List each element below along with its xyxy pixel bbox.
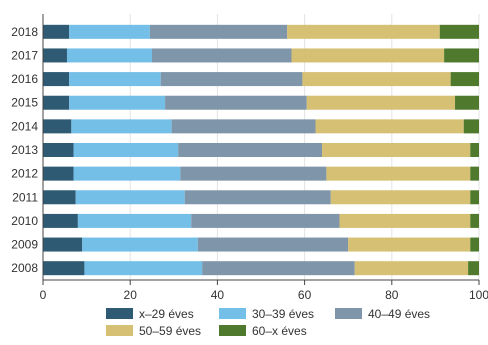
bar-2014-series-4 [463, 119, 479, 134]
bar-2016-series-4 [450, 72, 479, 87]
x-tick-label-80: 80 [385, 288, 399, 302]
legend-swatch-3 [106, 325, 133, 336]
bar-2017-series-3 [291, 48, 445, 63]
legend-label-1: 30–39 éves [252, 307, 314, 321]
y-tick-label-2012: 2012 [11, 167, 38, 181]
bar-2010-series-1 [77, 213, 192, 228]
bar-stack [43, 24, 479, 276]
bar-2008-series-4 [468, 261, 479, 276]
y-tick-label-2013: 2013 [11, 143, 38, 157]
y-tick-label-2014: 2014 [11, 119, 38, 133]
bar-2013-series-1 [73, 143, 179, 157]
bar-2008-series-1 [84, 261, 203, 276]
legend-swatch-4 [219, 325, 246, 336]
x-tick-label-60: 60 [298, 288, 312, 302]
bar-2012-series-0 [43, 166, 74, 181]
bar-2018-series-0 [43, 24, 70, 39]
bar-2014-series-2 [171, 119, 316, 134]
x-tick-label-0: 0 [40, 288, 47, 302]
x-axis: 0 20 40 60 80 100 [40, 279, 488, 302]
y-tick-label-2011: 2011 [12, 190, 38, 204]
bar-2014-series-3 [315, 119, 464, 134]
bar-2018-series-2 [149, 24, 288, 39]
bar-2008-series-3 [354, 261, 469, 276]
bar-2010-series-0 [43, 213, 78, 228]
y-axis: 2018 2017 2016 2015 2014 2013 2012 2011 2010 2009… [11, 14, 44, 280]
bar-2011-series-2 [184, 190, 331, 205]
y-tick-label-2010: 2010 [11, 214, 38, 228]
bar-2012-series-2 [180, 166, 327, 181]
y-tick-label-2016: 2016 [11, 72, 38, 86]
bar-2008-series-2 [202, 261, 355, 276]
bar-2010-series-3 [339, 213, 471, 228]
bar-2014-series-0 [43, 119, 72, 134]
legend: x–29 éves 30–39 éves 40–49 éves 50–59 éves 6… [106, 307, 430, 338]
bar-2018-series-3 [287, 24, 440, 39]
legend-label-2: 40–49 éves [368, 307, 430, 321]
bar-2013-series-3 [322, 143, 471, 157]
bar-2013-series-4 [470, 143, 479, 157]
bar-2008-series-0 [43, 261, 85, 276]
bar-2009-series-3 [348, 237, 471, 252]
bar-2016-series-0 [43, 72, 70, 87]
bar-2015-series-3 [306, 95, 456, 110]
bar-2017-series-2 [152, 48, 292, 63]
bar-2009-series-4 [470, 237, 479, 252]
legend-swatch-1 [219, 308, 246, 319]
bar-2012-series-4 [470, 166, 479, 181]
legend-label-3: 50–59 éves [139, 324, 201, 338]
bar-2016-series-2 [160, 72, 303, 87]
legend-label-0: x–29 éves [139, 307, 194, 321]
x-tick-label-40: 40 [211, 288, 225, 302]
y-tick-label-2008: 2008 [11, 261, 38, 275]
legend-label-4: 60–x éves [252, 324, 307, 338]
bar-2013-series-0 [43, 143, 74, 157]
y-tick-label-2015: 2015 [11, 96, 38, 110]
bar-2009-series-1 [82, 237, 198, 252]
bar-2012-series-3 [326, 166, 471, 181]
bar-2011-series-3 [330, 190, 471, 205]
bar-2016-series-3 [302, 72, 451, 87]
bar-2018-series-4 [439, 24, 479, 39]
y-tick-label-2018: 2018 [11, 25, 38, 39]
bar-2018-series-1 [69, 24, 150, 39]
bar-2017-series-0 [43, 48, 67, 63]
bar-2011-series-4 [470, 190, 479, 205]
bar-2012-series-1 [73, 166, 181, 181]
legend-swatch-0 [106, 308, 133, 319]
bar-2013-series-2 [178, 143, 323, 157]
legend-swatch-2 [335, 308, 362, 319]
y-tick-label-2009: 2009 [11, 238, 38, 252]
bar-2009-series-2 [197, 237, 349, 252]
bar-2009-series-0 [43, 237, 83, 252]
bar-2015-series-4 [455, 95, 479, 110]
bar-2017-series-4 [444, 48, 479, 63]
bar-2010-series-2 [191, 213, 340, 228]
bar-2010-series-4 [470, 213, 479, 228]
bar-2015-series-0 [43, 95, 70, 110]
bar-2011-series-1 [75, 190, 185, 205]
bar-2014-series-1 [71, 119, 172, 134]
bar-2017-series-1 [66, 48, 152, 63]
x-tick-label-100: 100 [469, 288, 488, 302]
bar-2011-series-0 [43, 190, 76, 205]
y-tick-label-2017: 2017 [11, 48, 38, 62]
bar-2015-series-2 [165, 95, 307, 110]
bar-2015-series-1 [69, 95, 166, 110]
bar-2016-series-1 [69, 72, 161, 87]
x-tick-label-20: 20 [124, 288, 138, 302]
